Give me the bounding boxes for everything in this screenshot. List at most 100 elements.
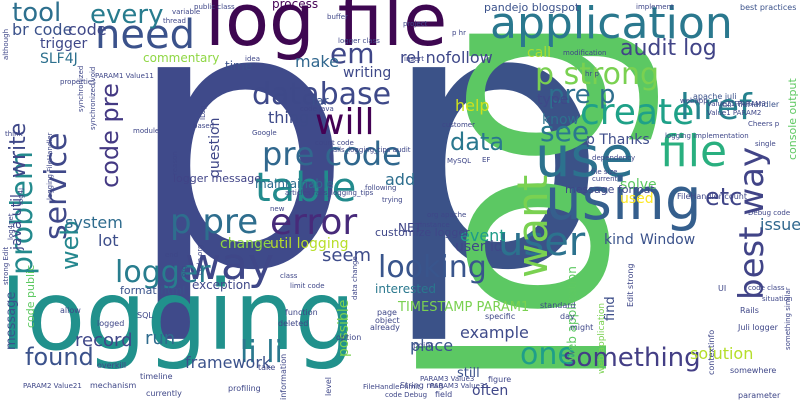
cloud-word: every: [90, 0, 164, 30]
cloud-word: change: [220, 236, 272, 252]
cloud-word: pre code: [262, 135, 402, 173]
cloud-word: currently: [146, 389, 182, 398]
cloud-word: field: [435, 390, 453, 399]
cloud-word: timeline: [140, 372, 173, 381]
cloud-word: p: [380, 0, 609, 349]
cloud-word: code: [68, 20, 107, 39]
cloud-word: PARAM3 Value31: [430, 382, 489, 390]
cloud-word: li li: [240, 335, 283, 370]
cloud-word: know: [542, 112, 579, 128]
cloud-word: commentary: [143, 51, 220, 65]
cloud-word: hr p: [585, 70, 599, 78]
cloud-word: trying: [382, 196, 403, 204]
cloud-word: data: [450, 128, 505, 156]
cloud-word: found: [25, 343, 94, 371]
cloud-word: instance: [420, 221, 450, 229]
cloud-word: EF: [482, 156, 491, 164]
cloud-word: object: [375, 316, 400, 325]
cloud-word: webapp: [680, 97, 708, 105]
cloud-word: customize logger: [375, 226, 470, 239]
cloud-word: example: [460, 323, 529, 342]
cloud-word: ILog: [199, 105, 207, 120]
cloud-word: p pre: [170, 202, 259, 242]
cloud-word: dependency: [592, 154, 636, 162]
cloud-word: maintainable: [255, 177, 334, 191]
cloud-word: p: [125, 0, 354, 349]
cloud-word: user id: [455, 239, 503, 255]
cloud-word: SLF4J: [40, 51, 78, 67]
cloud-word: p hr: [452, 29, 466, 37]
cloud-word: logged: [97, 319, 125, 328]
cloud-word: modification: [563, 49, 607, 57]
cloud-word: FileHandler count: [677, 192, 747, 201]
cloud-word: writing: [343, 65, 392, 81]
cloud-word: code class: [748, 284, 785, 292]
cloud-word: code Debug: [385, 391, 428, 399]
cloud-word: error: [270, 202, 358, 243]
cloud-word: thing: [268, 108, 310, 127]
cloud-word: issue: [760, 215, 800, 234]
cloud-word: insert: [404, 55, 424, 63]
cloud-word: see: [540, 115, 590, 148]
cloud-word: following: [365, 184, 397, 192]
cloud-word: record: [75, 330, 133, 351]
cloud-word: UI: [718, 284, 727, 293]
cloud-word: overkill: [97, 361, 127, 370]
cloud-word: use: [535, 125, 635, 190]
cloud-word: log file: [205, 0, 448, 62]
cloud-word: kind: [604, 232, 634, 248]
cloud-word: util logging: [270, 236, 349, 252]
cloud-word: far: [312, 94, 329, 108]
cloud-word: profiling: [228, 384, 261, 393]
cloud-word: might: [570, 323, 594, 332]
cloud-word: properties: [60, 78, 96, 86]
cloud-word: synchronized void: [89, 66, 97, 130]
cloud-word: Value21 PARAM3: [707, 100, 766, 108]
cloud-word: user: [498, 219, 586, 265]
cloud-word: solution: [690, 344, 754, 363]
cloud-word: TIMESTAMP PARAM1: [398, 300, 530, 315]
cloud-word: log4net: [7, 213, 15, 240]
cloud-word: best practices: [740, 3, 797, 12]
cloud-word: standard: [540, 301, 576, 310]
cloud-word: PARAM2 Value21: [23, 382, 82, 390]
cloud-word: mechanism: [90, 381, 137, 390]
cloud-word: logger class: [338, 37, 380, 45]
cloud-word: Edit strong: [626, 263, 635, 308]
cloud-word: juli FileHandler: [720, 100, 780, 109]
cloud-word: synchronized: [77, 65, 85, 112]
cloud-word: way: [185, 239, 274, 290]
cloud-word: SQL: [137, 311, 153, 320]
cloud-word: allow: [60, 306, 81, 315]
cloud-word: file size: [591, 168, 618, 176]
cloud-word: em: [330, 37, 375, 70]
cloud-word: href: [680, 87, 752, 128]
cloud-word: application: [490, 0, 733, 49]
cloud-word: Value1 PARAM2: [707, 109, 762, 117]
cloud-word: run: [145, 328, 176, 349]
cloud-word: customer: [442, 121, 475, 129]
cloud-word: need: [95, 12, 195, 58]
cloud-word: Debug code: [748, 209, 791, 217]
cloud-word: day: [560, 312, 575, 321]
cloud-word: buffer: [327, 13, 348, 21]
cloud-word: something similar: [784, 287, 792, 350]
cloud-word: exception: [192, 278, 251, 292]
cloud-word: NET: [398, 221, 422, 235]
cloud-word: type: [537, 92, 569, 108]
cloud-word: audit log: [620, 36, 717, 61]
cloud-word: log4j: [17, 187, 25, 205]
cloud-word: org: [180, 265, 188, 277]
cloud-word: table: [255, 165, 357, 211]
cloud-word: apache juli: [693, 92, 737, 101]
cloud-word: Google: [252, 129, 277, 137]
cloud-word: Rails: [740, 306, 759, 315]
cloud-word: already: [370, 323, 400, 332]
cloud-word: rel nofollow: [400, 48, 493, 67]
cloud-word: code java: [300, 105, 334, 113]
cloud-word: strong Edit: [2, 246, 10, 285]
cloud-word: will: [315, 102, 375, 143]
cloud-word: Juli logger: [738, 323, 778, 332]
cloud-word: Cheers p: [748, 120, 780, 128]
cloud-word: specific: [485, 312, 516, 321]
